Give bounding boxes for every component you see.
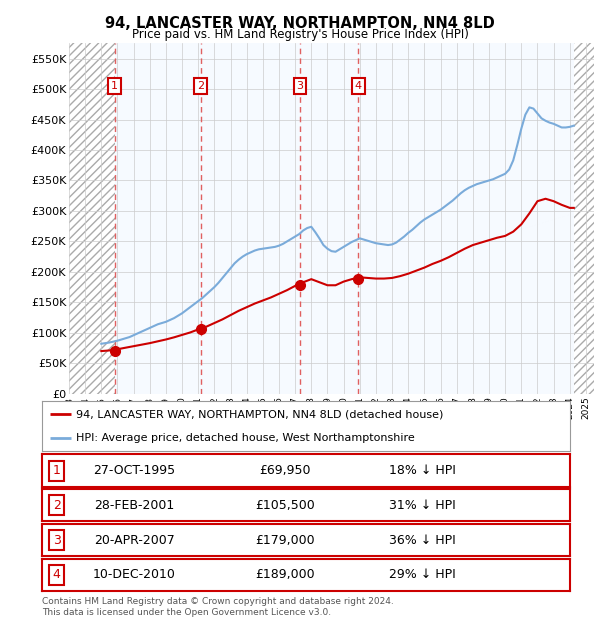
Text: 1: 1 (111, 81, 118, 91)
Text: 31% ↓ HPI: 31% ↓ HPI (389, 499, 455, 511)
Text: 4: 4 (53, 569, 61, 581)
Text: 2: 2 (197, 81, 205, 91)
Text: 3: 3 (53, 534, 61, 546)
Text: 94, LANCASTER WAY, NORTHAMPTON, NN4 8LD (detached house): 94, LANCASTER WAY, NORTHAMPTON, NN4 8LD … (76, 409, 443, 419)
Text: 29% ↓ HPI: 29% ↓ HPI (389, 569, 455, 581)
Text: £189,000: £189,000 (255, 569, 314, 581)
Text: 94, LANCASTER WAY, NORTHAMPTON, NN4 8LD: 94, LANCASTER WAY, NORTHAMPTON, NN4 8LD (105, 16, 495, 31)
Text: 4: 4 (355, 81, 362, 91)
Text: 1: 1 (53, 464, 61, 477)
Text: 27-OCT-1995: 27-OCT-1995 (94, 464, 175, 477)
Text: Contains HM Land Registry data © Crown copyright and database right 2024.
This d: Contains HM Land Registry data © Crown c… (42, 598, 394, 617)
Text: £179,000: £179,000 (255, 534, 314, 546)
Text: 20-APR-2007: 20-APR-2007 (94, 534, 175, 546)
Text: Price paid vs. HM Land Registry's House Price Index (HPI): Price paid vs. HM Land Registry's House … (131, 28, 469, 41)
Text: 10-DEC-2010: 10-DEC-2010 (93, 569, 176, 581)
Text: £105,500: £105,500 (255, 499, 315, 511)
Text: £69,950: £69,950 (259, 464, 311, 477)
Bar (115, 43, 574, 394)
Text: 28-FEB-2001: 28-FEB-2001 (94, 499, 175, 511)
Text: HPI: Average price, detached house, West Northamptonshire: HPI: Average price, detached house, West… (76, 433, 415, 443)
Text: 2: 2 (53, 499, 61, 511)
Text: 36% ↓ HPI: 36% ↓ HPI (389, 534, 455, 546)
Text: 3: 3 (296, 81, 304, 91)
Text: 18% ↓ HPI: 18% ↓ HPI (389, 464, 455, 477)
